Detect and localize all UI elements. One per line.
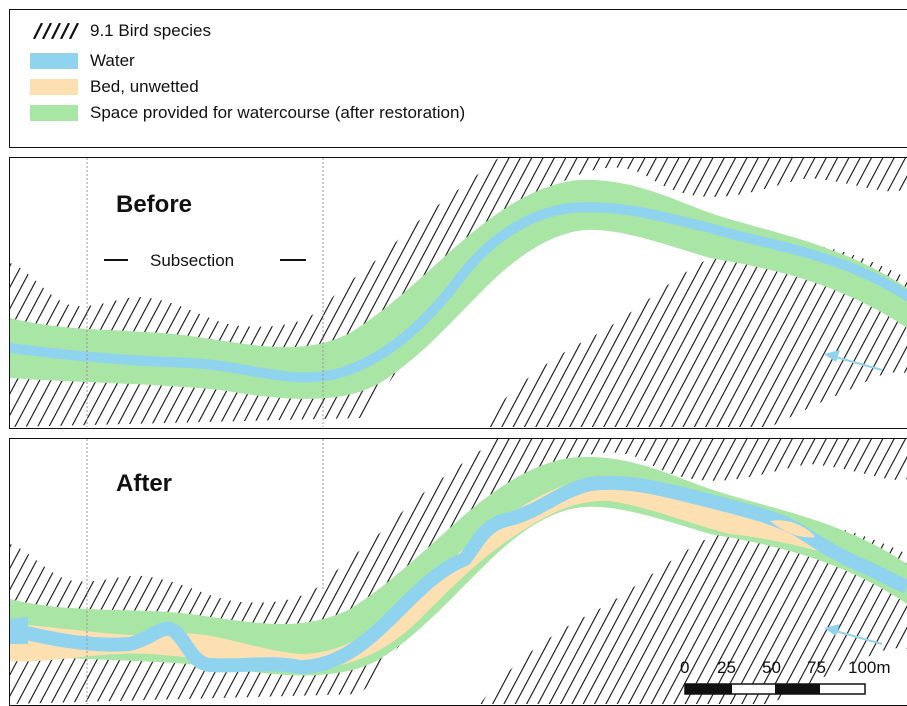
flow-arrow-icon [824,350,883,371]
subsection-label: Subsection [150,251,234,270]
hatch-swatch-icon [33,23,79,39]
legend-label-water: Water [90,51,135,70]
scale-tick-75: 75 [807,658,826,677]
legend-item-watercourse-space: Space provided for watercourse (after re… [30,102,465,124]
bed-swatch [30,79,78,95]
map-before-canvas: Before Subsection [10,158,907,427]
map-legend: 9.1 Bird species Water Bed, unwetted Spa… [9,9,907,148]
map-title-after: After [116,470,172,497]
water-swatch [30,53,78,69]
legend-item-bird-species: 9.1 Bird species [30,20,211,42]
map-before-panel: Before Subsection [9,157,907,429]
legend-item-bed-unwetted: Bed, unwetted [30,76,199,98]
legend-label-watercourse-space: Space provided for watercourse (after re… [90,103,466,122]
map-after-panel: 0 25 50 75 100m After [9,438,907,706]
watercourse-space-before [10,179,907,399]
scale-tick-100m: 100m [848,658,891,677]
scale-tick-0: 0 [680,658,689,677]
map-after-canvas: 0 25 50 75 100m After [10,439,907,704]
flow-arrow-icon [824,624,883,645]
scale-tick-25: 25 [717,658,736,677]
scale-bar: 0 25 50 75 100m [680,658,891,695]
map-title-before: Before [116,191,192,218]
watercourse-space-swatch [30,105,78,121]
water-channel-before [10,202,907,383]
legend-label-bed: Bed, unwetted [90,77,199,96]
legend-item-water: Water [30,50,135,72]
scale-tick-50: 50 [762,658,781,677]
legend-label-bird-species: 9.1 Bird species [90,21,211,40]
